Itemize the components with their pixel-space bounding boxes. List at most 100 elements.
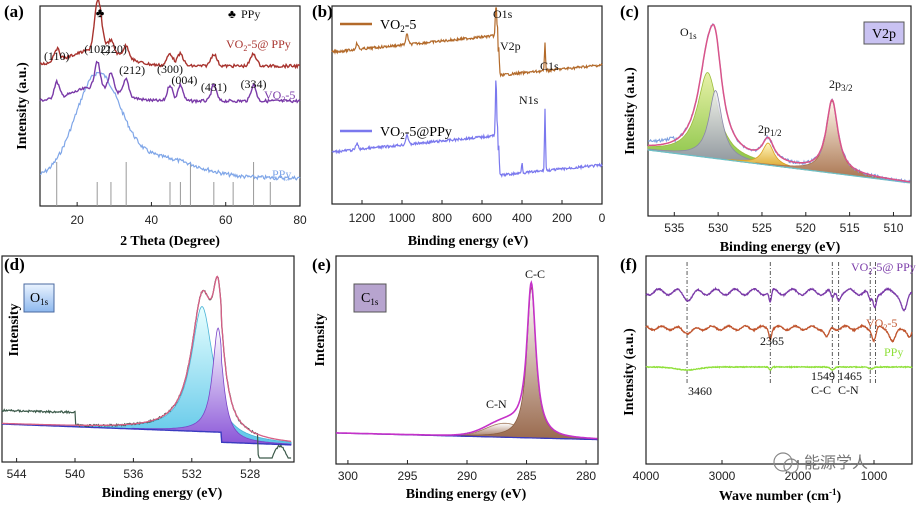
panel-a-label-vo2: VO2-5 <box>264 88 295 104</box>
panel-c-xticks: 535 530 525 520 515 510 <box>664 212 904 235</box>
panel-c-raw-data <box>647 23 911 184</box>
panel-a-tick-label-40: 40 <box>145 213 159 227</box>
panel-d-tick-label-544: 544 <box>7 467 27 481</box>
panel-e-tick-label-295: 295 <box>397 469 417 483</box>
panel-b-tick-label-800: 800 <box>432 211 452 225</box>
panel-b-anno-o1s: O1s <box>493 7 513 21</box>
panel-b-anno-n1s: N1s <box>519 93 539 107</box>
panel-b-letter: (b) <box>312 2 333 21</box>
panel-f-marker-lines <box>686 262 876 385</box>
panel-c-label-2p12: 2p1/2 <box>758 122 782 138</box>
panel-f-letter: (f) <box>620 255 637 274</box>
panel-a-series-ppy <box>39 71 301 182</box>
panel-f-marker-1549: 1549 <box>811 369 835 383</box>
panel-c-frame <box>647 5 912 217</box>
panel-e-xlabel: Binding energy (eV) <box>406 487 527 502</box>
panel-a-tick-label-60: 60 <box>219 213 233 227</box>
panel-a-ylabel: Intensity (a.u.) <box>15 62 30 150</box>
panel-a-peak-labels: (110) (102)(220) (212) (300)(004) (431) (334) <box>44 42 267 94</box>
panel-f-frame <box>645 255 913 465</box>
panel-f-marker-2365: 2365 <box>760 334 784 348</box>
panel-a-xlabel: 2 Theta (Degree) <box>120 234 220 249</box>
panel-c-tick-label-515: 515 <box>840 221 860 235</box>
panel-d-envelope <box>2 275 292 443</box>
panel-d-letter: (d) <box>4 255 25 274</box>
panel-e-tick-label-280: 280 <box>576 469 596 483</box>
panel-f-series-composite <box>645 286 913 312</box>
panel-b-tick-label-400: 400 <box>512 211 532 225</box>
panel-a-peak-label-(212): (212) <box>119 63 145 77</box>
panel-a-label-ppy: PPy <box>272 167 291 181</box>
panel-f-tick-label-3000: 3000 <box>709 469 736 483</box>
panel-f-label-composite: VO2-5@ PPy <box>851 260 916 276</box>
panel-b-tick-label-0: 0 <box>599 211 606 225</box>
watermark-text: 能源学人 <box>804 453 868 472</box>
panel-f-marker-1465: 1465 <box>838 369 862 383</box>
panel-f-series-vo2 <box>645 323 913 343</box>
panel-e-letter: (e) <box>312 255 331 274</box>
panel-b-anno-v2p: V2p <box>500 39 521 53</box>
watermark: 能源学人 <box>773 452 868 474</box>
panel-c-tick-label-510: 510 <box>883 221 903 235</box>
panel-e-component-cc <box>446 286 598 440</box>
panel-b-tick-label-1200: 1200 <box>349 211 376 225</box>
panel-d-xticks: 544 540 536 532 528 <box>7 458 261 481</box>
panel-b-legend-composite: VO2-5@PPy <box>380 125 452 141</box>
panel-e-xticks: 300 295 290 285 280 <box>338 460 596 483</box>
panel-e-tick-label-300: 300 <box>338 469 358 483</box>
panel-d-badge <box>23 283 55 313</box>
panel-c-letter: (c) <box>620 2 639 21</box>
panel-f-marker-3460: 3460 <box>688 384 712 398</box>
panel-e-tick-label-290: 290 <box>457 469 477 483</box>
panel-d-tick-label-536: 536 <box>123 467 143 481</box>
panel-d-frame <box>1 255 295 463</box>
panel-a-xticks: 20 40 60 80 <box>70 202 307 227</box>
panel-c: (c) Intensity (a.u.) Binding energy (eV)… <box>620 2 912 255</box>
panel-a-peak-label-(334): (334) <box>241 77 267 91</box>
panel-d-component-1 <box>12 306 292 446</box>
panel-e-badge-text: C1s <box>361 291 379 307</box>
panel-e-tick-label-285: 285 <box>517 469 537 483</box>
panel-a-tick-label-80: 80 <box>293 213 307 227</box>
panel-a-letter: (a) <box>4 2 24 21</box>
panel-a-reference-lines <box>56 162 271 206</box>
panel-c-tick-label-530: 530 <box>708 221 728 235</box>
panel-a-club-marker: ♣ <box>96 5 105 20</box>
panel-c-xlabel: Binding energy (eV) <box>720 240 841 255</box>
panel-d-ylabel: Intensity <box>7 304 22 357</box>
panel-a-peak-label-(220): (220) <box>101 42 127 56</box>
panel-e-envelope <box>336 279 598 440</box>
panel-e-badge <box>353 283 387 313</box>
panel-f-label-ppy: PPy <box>884 345 903 359</box>
panel-d-badge-text: O1s <box>30 291 49 307</box>
panel-c-tick-label-520: 520 <box>796 221 816 235</box>
panel-a-label-composite: VO2-5@ PPy <box>226 37 291 53</box>
panel-c-envelope <box>648 23 911 183</box>
panel-a-peak-label-(300): (300) <box>157 62 183 76</box>
panel-f-marker-cc: C-C <box>811 383 831 397</box>
panel-b-tick-label-1000: 1000 <box>389 211 416 225</box>
panel-f-tick-label-4000: 4000 <box>633 469 660 483</box>
panel-a-peak-label-(102): (102) <box>84 42 110 56</box>
panel-f-ylabel: Intensity (a.u.) <box>622 328 637 416</box>
panel-b-legend-vo2: VO2-5 <box>380 18 416 34</box>
panel-e: (e) Intensity Binding energy (eV) 300 295… <box>312 255 599 502</box>
panel-f-marker-cn: C-N <box>838 383 859 397</box>
panel-d-tick-label-540: 540 <box>65 467 85 481</box>
panel-d-background <box>2 423 292 446</box>
panel-e-label-cn: C-N <box>486 397 507 411</box>
panel-f-series-ppy <box>645 365 913 372</box>
wechat-icon-bubble <box>783 458 799 474</box>
panel-c-tick-label-525: 525 <box>752 221 772 235</box>
panel-a-series-composite <box>40 0 301 70</box>
panel-b-frame <box>331 5 603 205</box>
panel-c-component-2p32 <box>755 100 909 184</box>
panel-b-series-composite <box>331 80 603 178</box>
panel-a: (a) Intensity (a.u.) 2 Theta (Degree) 20… <box>4 0 307 249</box>
panel-c-label-o1s: O1s <box>680 25 697 41</box>
panel-c-badge-text: V2p <box>872 27 896 42</box>
panel-a-peak-label-(110): (110) <box>44 49 70 63</box>
panel-b: (b) Binding energy (eV) 1200 1000 800 600 40… <box>312 2 606 249</box>
wechat-icon <box>773 452 793 472</box>
